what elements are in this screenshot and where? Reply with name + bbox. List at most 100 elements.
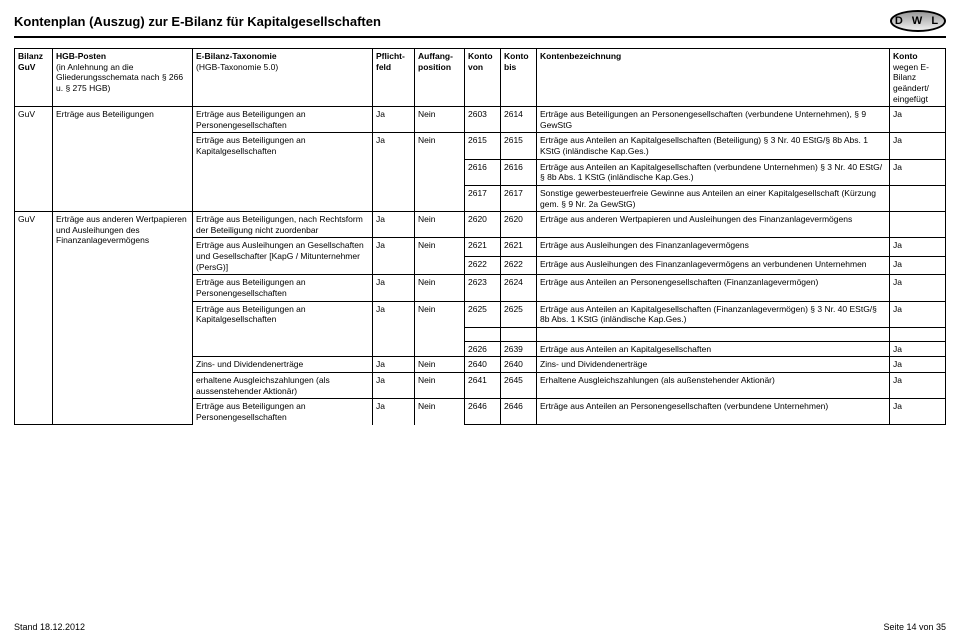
cell-flag: Ja (890, 301, 946, 327)
table-row: Zins- und Dividendenerträge Ja Nein 2640… (15, 357, 946, 373)
cell-flag: Ja (890, 399, 946, 425)
footer-date: Stand 18.12.2012 (14, 622, 85, 632)
cell-bez: Erträge aus Beteiligungen an Personenges… (537, 107, 890, 133)
cell-flag: Ja (890, 341, 946, 357)
cell-pflicht: Ja (373, 212, 415, 238)
cell-flag: Ja (890, 159, 946, 185)
cell-bez: Erträge aus Anteilen an Personengesellsc… (537, 275, 890, 301)
col-bilanz-guv: BilanzGuV (15, 49, 53, 107)
cell-bis: 2614 (501, 107, 537, 133)
table-row: erhaltene Ausgleichszahlungen (als ausse… (15, 373, 946, 399)
cell-auffang: Nein (415, 238, 465, 275)
cell-von: 2646 (465, 399, 501, 425)
logo-text: D W L (890, 10, 946, 32)
table-row: GuV Erträge aus Beteiligungen Erträge au… (15, 107, 946, 133)
col-konto-geaendert: Kontowegen E-Bilanz geändert/ eingefügt (890, 49, 946, 107)
footer-page: Seite 14 von 35 (883, 622, 946, 632)
cell-tax: erhaltene Ausgleichszahlungen (als ausse… (193, 373, 373, 399)
cell-auffang: Nein (415, 373, 465, 399)
cell-guv: GuV (15, 107, 53, 212)
cell-bez: Erträge aus Anteilen an Kapitalgesellsch… (537, 133, 890, 159)
col-konto-von: Kontovon (465, 49, 501, 107)
cell-bez: Erträge aus Ausleihungen des Finanzanlag… (537, 256, 890, 274)
cell-von: 2615 (465, 133, 501, 159)
cell-bis: 2645 (501, 373, 537, 399)
cell-tax: Erträge aus Beteiligungen an Personenges… (193, 275, 373, 301)
cell-bez: Erträge aus Anteilen an Kapitalgesellsch… (537, 341, 890, 357)
cell-pflicht: Ja (373, 107, 415, 133)
cell-bis: 2646 (501, 399, 537, 425)
col-taxonomie: E-Bilanz-Taxonomie (HGB-Taxonomie 5.0) (193, 49, 373, 107)
kontenplan-table: BilanzGuV HGB-Posten (in Anlehnung an di… (14, 48, 946, 425)
cell-bez: Erträge aus Anteilen an Kapitalgesellsch… (537, 159, 890, 185)
cell-flag: Ja (890, 373, 946, 399)
col-kontenbezeichnung: Kontenbezeichnung (537, 49, 890, 107)
cell-tax: Erträge aus Beteiligungen an Kapitalgese… (193, 133, 373, 212)
cell-bez: Erträge aus Anteilen an Personengesellsc… (537, 399, 890, 425)
cell-bis: 2640 (501, 357, 537, 373)
cell-von: 2641 (465, 373, 501, 399)
cell-pflicht: Ja (373, 238, 415, 275)
cell-von: 2640 (465, 357, 501, 373)
cell-pflicht: Ja (373, 373, 415, 399)
cell-flag: Ja (890, 357, 946, 373)
cell-flag (890, 212, 946, 238)
cell-tax: Erträge aus Beteiligungen an Kapitalgese… (193, 301, 373, 327)
cell-von: 2622 (465, 256, 501, 274)
col-konto-bis: Kontobis (501, 49, 537, 107)
cell-tax: Erträge aus Beteiligungen an Personenges… (193, 399, 373, 425)
cell-flag: Ja (890, 107, 946, 133)
cell-pflicht: Ja (373, 301, 415, 327)
cell-bez: Erträge aus Anteilen an Kapitalgesellsch… (537, 301, 890, 327)
cell-flag (890, 185, 946, 211)
cell-tax: Erträge aus Ausleihungen an Gesellschaft… (193, 238, 373, 275)
cell-bis: 2617 (501, 185, 537, 211)
cell-flag: Ja (890, 238, 946, 256)
cell-hgb: Erträge aus anderen Wertpapieren und Aus… (53, 212, 193, 342)
cell-von: 2621 (465, 238, 501, 256)
cell-auffang: Nein (415, 133, 465, 212)
page-footer: Stand 18.12.2012 Seite 14 von 35 (14, 622, 946, 632)
page-title: Kontenplan (Auszug) zur E-Bilanz für Kap… (14, 14, 381, 29)
table-row: GuV Erträge aus anderen Wertpapieren und… (15, 212, 946, 238)
cell-bis: 2625 (501, 301, 537, 327)
col-hgb-posten: HGB-Posten (in Anlehnung an die Gliederu… (53, 49, 193, 107)
cell-bis: 2616 (501, 159, 537, 185)
table-row: Erträge aus Beteiligungen an Personenges… (15, 399, 946, 425)
cell-flag: Ja (890, 133, 946, 159)
cell-bez: Zins- und Dividendenerträge (537, 357, 890, 373)
table-row: 2626 2639 Erträge aus Anteilen an Kapita… (15, 341, 946, 357)
cell-flag: Ja (890, 275, 946, 301)
cell-von: 2603 (465, 107, 501, 133)
cell-bez: Erträge aus anderen Wertpapieren und Aus… (537, 212, 890, 238)
cell-tax: Erträge aus Beteiligungen, nach Rechtsfo… (193, 212, 373, 238)
cell-von: 2616 (465, 159, 501, 185)
cell-pflicht: Ja (373, 133, 415, 212)
cell-auffang: Nein (415, 275, 465, 301)
cell-tax: Erträge aus Beteiligungen an Personenges… (193, 107, 373, 133)
cell-flag: Ja (890, 256, 946, 274)
col-auffangposition: Auffang-position (415, 49, 465, 107)
cell-bis: 2615 (501, 133, 537, 159)
cell-bis: 2621 (501, 238, 537, 256)
cell-bis: 2639 (501, 341, 537, 357)
cell-auffang: Nein (415, 357, 465, 373)
cell-bez: Erhaltene Ausgleichszahlungen (als außen… (537, 373, 890, 399)
cell-hgb: Erträge aus Beteiligungen (53, 107, 193, 212)
cell-bis: 2620 (501, 212, 537, 238)
cell-bis: 2624 (501, 275, 537, 301)
cell-guv: GuV (15, 212, 53, 342)
cell-von: 2625 (465, 301, 501, 327)
cell-tax: Zins- und Dividendenerträge (193, 357, 373, 373)
cell-auffang: Nein (415, 107, 465, 133)
cell-von: 2617 (465, 185, 501, 211)
page-header: Kontenplan (Auszug) zur E-Bilanz für Kap… (14, 10, 946, 38)
cell-von: 2623 (465, 275, 501, 301)
cell-auffang: Nein (415, 399, 465, 425)
cell-auffang: Nein (415, 212, 465, 238)
cell-auffang: Nein (415, 301, 465, 327)
cell-bez: Sonstige gewerbesteuerfreie Gewinne aus … (537, 185, 890, 211)
table-header-row: BilanzGuV HGB-Posten (in Anlehnung an di… (15, 49, 946, 107)
cell-von: 2626 (465, 341, 501, 357)
cell-pflicht: Ja (373, 275, 415, 301)
